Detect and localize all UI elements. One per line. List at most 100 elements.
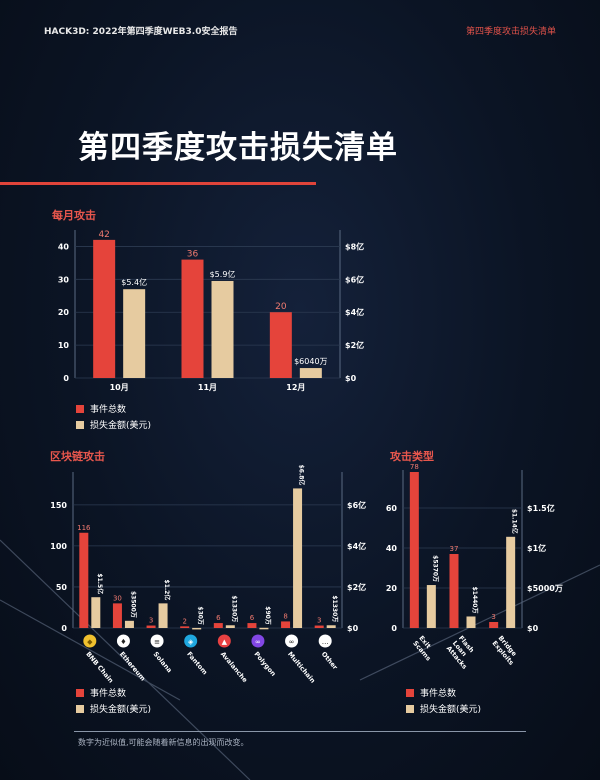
legend-swatch bbox=[76, 688, 84, 697]
loss-data-label: $1330万 bbox=[331, 595, 338, 622]
legend-label: 事件总数 bbox=[90, 405, 127, 415]
category-label: 10月 bbox=[110, 383, 129, 392]
category-label: BridgeExploits bbox=[491, 634, 522, 667]
bar-loss bbox=[326, 625, 336, 628]
count-data-label: 3 bbox=[491, 613, 495, 621]
bar-count bbox=[93, 239, 116, 378]
chart-title-chain: 区块链攻击 bbox=[50, 450, 105, 463]
chart-title-type: 攻击类型 bbox=[390, 450, 434, 463]
bnb-icon-glyph: ◆ bbox=[87, 638, 93, 646]
legend-loss-monthly: 损失金额(美元) bbox=[76, 418, 151, 431]
loss-data-label: $5370万 bbox=[431, 555, 438, 582]
right-tick-label: $6亿 bbox=[345, 274, 364, 284]
bar-count bbox=[146, 625, 156, 628]
chart-title-monthly: 每月攻击 bbox=[52, 209, 96, 222]
title-divider bbox=[0, 182, 316, 185]
bar-count bbox=[314, 625, 324, 628]
legend-swatch bbox=[76, 704, 84, 713]
count-data-label: 116 bbox=[77, 524, 91, 532]
chart-0: 0 10 20 30 40 $0 $2亿 $4亿 $6亿 $8亿 42 $5.4亿 10月 36 $5.9亿… bbox=[58, 230, 364, 392]
solana-icon bbox=[150, 634, 164, 648]
bnb-icon bbox=[83, 634, 97, 648]
legend-count-type: 事件总数 bbox=[406, 686, 456, 699]
legend-swatch bbox=[76, 420, 84, 429]
bar-loss bbox=[299, 368, 322, 378]
ethereum-icon bbox=[116, 634, 130, 648]
bar-loss bbox=[211, 280, 234, 378]
loss-data-label: $6.8亿 bbox=[298, 465, 306, 486]
bar-loss bbox=[158, 603, 168, 628]
solana-icon-glyph: ≡ bbox=[154, 638, 160, 646]
loss-data-label: $1.2亿 bbox=[163, 580, 171, 601]
category-label: ExitScams bbox=[411, 634, 438, 662]
legend-label: 事件总数 bbox=[420, 689, 457, 699]
loss-data-label: $3500万 bbox=[129, 591, 136, 618]
category-label: Fantom bbox=[185, 650, 209, 676]
bar-loss bbox=[466, 616, 476, 628]
right-tick-label: $4亿 bbox=[345, 307, 364, 317]
count-data-label: 42 bbox=[98, 230, 109, 240]
loss-data-label: $90万 bbox=[264, 606, 271, 625]
bar-loss bbox=[123, 289, 146, 378]
left-tick-label: 60 bbox=[386, 504, 398, 513]
right-tick-label: $2亿 bbox=[345, 340, 364, 350]
bar-loss bbox=[91, 597, 101, 628]
section-header: 第四季度攻击损失清单 bbox=[465, 27, 556, 37]
loss-data-label: $6040万 bbox=[294, 357, 327, 366]
bar-count bbox=[409, 472, 419, 628]
category-label: Multichain bbox=[286, 650, 317, 685]
bar-count bbox=[180, 626, 190, 628]
loss-data-label: $1440万 bbox=[471, 587, 478, 614]
polygon-icon bbox=[251, 634, 265, 648]
bar-count bbox=[79, 532, 89, 628]
chart-2: 0 20 40 60 $0 $5000万 $1亿 $1.5亿 78 $5370万 ExitScams… bbox=[386, 463, 563, 671]
other-icon-glyph: … bbox=[322, 638, 329, 646]
left-tick-label: 0 bbox=[61, 624, 67, 633]
loss-data-label: $30万 bbox=[197, 606, 204, 625]
count-data-label: 78 bbox=[410, 463, 419, 471]
left-tick-label: 100 bbox=[50, 542, 67, 551]
count-data-label: 37 bbox=[450, 545, 459, 553]
legend-swatch bbox=[76, 404, 84, 413]
footer-divider bbox=[74, 731, 526, 732]
count-data-label: 8 bbox=[283, 612, 287, 620]
bar-count bbox=[281, 621, 291, 628]
left-tick-label: 40 bbox=[58, 242, 70, 251]
footnote: 数字为近似值,可能会随着新信息的出现而改变。 bbox=[78, 738, 249, 747]
multichain-icon-glyph: ∞ bbox=[289, 638, 295, 646]
avalanche-icon-glyph: ▲ bbox=[222, 638, 228, 646]
bar-count bbox=[247, 623, 257, 628]
other-icon bbox=[318, 634, 332, 648]
category-label: Avalanche bbox=[219, 650, 250, 684]
category-label: 12月 bbox=[286, 383, 305, 392]
right-tick-label: $1亿 bbox=[527, 543, 546, 553]
category-label: Polygon bbox=[252, 650, 277, 678]
right-tick-label: $4亿 bbox=[347, 541, 366, 551]
loss-data-label: $5.4亿 bbox=[121, 277, 147, 287]
bar-loss bbox=[426, 585, 436, 628]
ethereum-icon-glyph: ♦ bbox=[120, 638, 126, 646]
avalanche-icon bbox=[217, 634, 231, 648]
right-tick-label: $0 bbox=[345, 374, 357, 383]
bar-count bbox=[112, 603, 122, 628]
count-data-label: 30 bbox=[113, 594, 122, 602]
category-label: Ethereum bbox=[118, 650, 147, 683]
legend-swatch bbox=[406, 704, 414, 713]
bar-count bbox=[449, 554, 459, 628]
legend-count-chain: 事件总数 bbox=[76, 686, 126, 699]
bar-count bbox=[489, 622, 499, 628]
bar-loss bbox=[506, 536, 516, 628]
left-tick-label: 10 bbox=[58, 341, 70, 350]
loss-data-label: $5.9亿 bbox=[210, 269, 236, 279]
polygon-icon-glyph: ∞ bbox=[255, 638, 261, 646]
bar-count bbox=[181, 259, 204, 378]
legend-label: 损失金额(美元) bbox=[90, 705, 152, 715]
bar-count bbox=[269, 312, 292, 378]
category-label: 11月 bbox=[198, 383, 217, 392]
count-data-label: 3 bbox=[149, 617, 153, 625]
right-tick-label: $0 bbox=[527, 624, 539, 633]
report-header: HACK3D: 2022年第四季度WEB3.0安全报告 bbox=[44, 27, 238, 37]
category-label: Solana bbox=[152, 650, 174, 674]
